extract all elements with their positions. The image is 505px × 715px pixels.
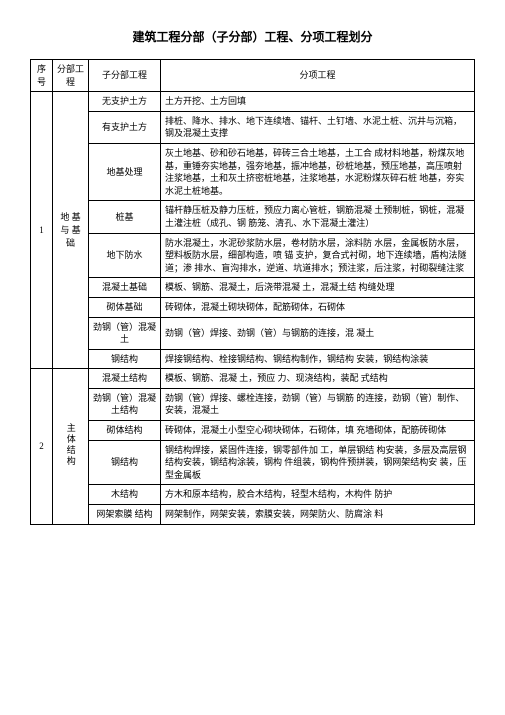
item-cell: 排桩、降水、排水、地下连续墙、锚杆、土钉墙、水泥土桩、沉井与沉箱，钢及混凝土支撑 bbox=[161, 111, 475, 143]
item-cell: 灰土地基、砂和砂石地基，碎砖三合土地基，土工合 成材料地基，粉煤灰地基，重锤夯实… bbox=[161, 143, 475, 200]
main-cell: 地 基 与 基础 bbox=[53, 92, 89, 369]
sub-cell: 砌体结构 bbox=[89, 421, 161, 441]
sub-cell: 混凝土基础 bbox=[89, 278, 161, 298]
table-row: 劲钢（管）混凝土劲钢（管）焊接、劲钢（管）与钢筋的连接，混 凝土 bbox=[31, 317, 475, 349]
header-item: 分项工程 bbox=[161, 60, 475, 92]
table-row: 地下防水防水混凝土，水泥砂浆防水层，卷材防水层，涂料防 水层，金属板防水层，塑料… bbox=[31, 233, 475, 278]
table-row: 桩基锚杆静压桩及静力压桩，预应力离心管桩，钢筋混凝 土预制桩，钢桩，混凝土灌注桩… bbox=[31, 201, 475, 233]
table-row: 地基处理灰土地基、砂和砂石地基，碎砖三合土地基，土工合 成材料地基，粉煤灰地基，… bbox=[31, 143, 475, 200]
header-idx: 序 号 bbox=[31, 60, 53, 92]
table-row: 有支护土方排桩、降水、排水、地下连续墙、锚杆、土钉墙、水泥土桩、沉井与沉箱，钢及… bbox=[31, 111, 475, 143]
sub-cell: 劲钢（管）混凝土结构 bbox=[89, 388, 161, 420]
sub-cell: 地下防水 bbox=[89, 233, 161, 278]
sub-cell: 无支护土方 bbox=[89, 92, 161, 112]
item-cell: 砖砌体，混凝土小型空心砌块砌体，石砌体，填 充墙砌体，配筋砖砌体 bbox=[161, 421, 475, 441]
item-cell: 模板、钢筋、混凝土，后浇带混凝 土，混凝土结 构缝处理 bbox=[161, 278, 475, 298]
item-cell: 钢结构焊接，紧固件连接，钢零部件加 工，单层钢结 构安装，多层及高层钢结构安装，… bbox=[161, 440, 475, 485]
table-row: 劲钢（管）混凝土结构劲钢（管）焊接、螺栓连接，劲钢（管）与钢筋 的连接，劲钢（管… bbox=[31, 388, 475, 420]
sub-cell: 桩基 bbox=[89, 201, 161, 233]
header-main: 分部工程 bbox=[53, 60, 89, 92]
table-row: 混凝土基础模板、钢筋、混凝土，后浇带混凝 土，混凝土结 构缝处理 bbox=[31, 278, 475, 298]
main-cell: 主体结构 bbox=[53, 369, 89, 524]
item-cell: 土方开挖、土方回填 bbox=[161, 92, 475, 112]
item-cell: 模板、钢筋、混凝 土，预应 力、现浇结构，装配 式结构 bbox=[161, 369, 475, 389]
item-cell: 防水混凝土，水泥砂浆防水层，卷材防水层，涂料防 水层，金属板防水层，塑料板防水层… bbox=[161, 233, 475, 278]
table-row: 2主体结构混凝土结构模板、钢筋、混凝 土，预应 力、现浇结构，装配 式结构 bbox=[31, 369, 475, 389]
item-cell: 方木和原本结构，胶合木结构，轻型木结构，木构件 防护 bbox=[161, 485, 475, 505]
sub-cell: 钢结构 bbox=[89, 349, 161, 369]
sub-cell: 钢结构 bbox=[89, 440, 161, 485]
header-sub: 子分部工程 bbox=[89, 60, 161, 92]
item-cell: 焊接钢结构、栓接钢结构、钢结构制作，钢结构 安装，钢结构涂装 bbox=[161, 349, 475, 369]
table-row: 砌体结构砖砌体，混凝土小型空心砌块砌体，石砌体，填 充墙砌体，配筋砖砌体 bbox=[31, 421, 475, 441]
header-row: 序 号 分部工程 子分部工程 分项工程 bbox=[31, 60, 475, 92]
table-row: 砌体基础砖砌体，混凝土砌块砌体，配筋砌体，石砌体 bbox=[31, 297, 475, 317]
table-row: 网架索膜 结构网架制作，网架安装，索膜安装，网架防火、防腐涂 料 bbox=[31, 505, 475, 525]
item-cell: 砖砌体，混凝土砌块砌体，配筋砌体，石砌体 bbox=[161, 297, 475, 317]
sub-cell: 混凝土结构 bbox=[89, 369, 161, 389]
sub-cell: 有支护土方 bbox=[89, 111, 161, 143]
idx-cell: 1 bbox=[31, 92, 53, 369]
item-cell: 锚杆静压桩及静力压桩，预应力离心管桩，钢筋混凝 土预制桩，钢桩，混凝土灌注桩（成… bbox=[161, 201, 475, 233]
table-row: 钢结构钢结构焊接，紧固件连接，钢零部件加 工，单层钢结 构安装，多层及高层钢结构… bbox=[31, 440, 475, 485]
sub-cell: 网架索膜 结构 bbox=[89, 505, 161, 525]
sub-cell: 木结构 bbox=[89, 485, 161, 505]
classification-table: 序 号 分部工程 子分部工程 分项工程 1地 基 与 基础无支护土方土方开挖、土… bbox=[30, 59, 475, 525]
idx-cell: 2 bbox=[31, 369, 53, 524]
sub-cell: 砌体基础 bbox=[89, 297, 161, 317]
table-row: 木结构方木和原本结构，胶合木结构，轻型木结构，木构件 防护 bbox=[31, 485, 475, 505]
item-cell: 劲钢（管）焊接、螺栓连接，劲钢（管）与钢筋 的连接，劲钢（管）制作、安装，混凝土 bbox=[161, 388, 475, 420]
sub-cell: 地基处理 bbox=[89, 143, 161, 200]
table-row: 1地 基 与 基础无支护土方土方开挖、土方回填 bbox=[31, 92, 475, 112]
table-row: 钢结构焊接钢结构、栓接钢结构、钢结构制作，钢结构 安装，钢结构涂装 bbox=[31, 349, 475, 369]
sub-cell: 劲钢（管）混凝土 bbox=[89, 317, 161, 349]
page-title: 建筑工程分部（子分部）工程、分项工程划分 bbox=[30, 28, 475, 45]
item-cell: 网架制作，网架安装，索膜安装，网架防火、防腐涂 料 bbox=[161, 505, 475, 525]
item-cell: 劲钢（管）焊接、劲钢（管）与钢筋的连接，混 凝土 bbox=[161, 317, 475, 349]
